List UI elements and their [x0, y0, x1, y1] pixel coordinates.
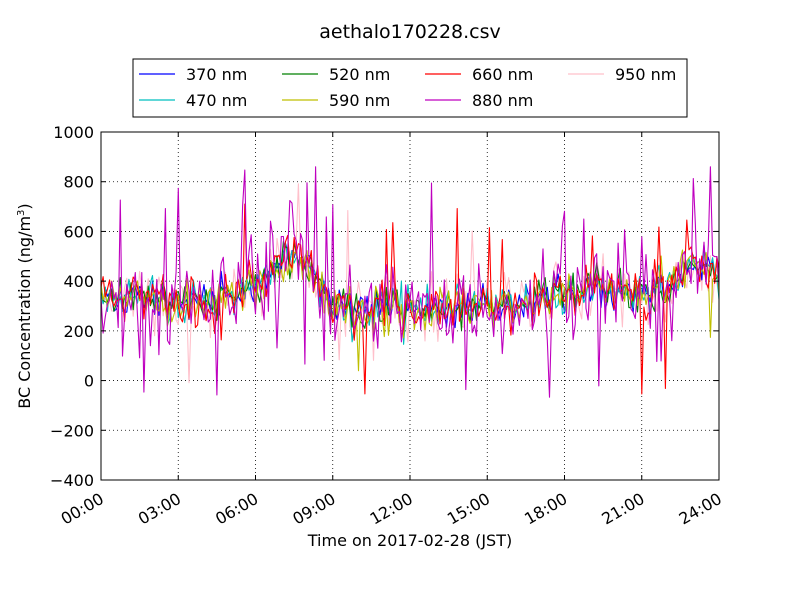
legend-label: 590 nm: [329, 91, 390, 110]
legend-label: 660 nm: [472, 65, 533, 84]
legend-label: 370 nm: [186, 65, 247, 84]
y-tick-label: 1000: [53, 123, 94, 142]
legend: 370 nm 470 nm 520 nm 590 nm 660 nm 880 nm 950 …: [132, 58, 688, 118]
y-tick-label: 800: [63, 173, 94, 192]
legend-label: 950 nm: [615, 65, 676, 84]
series-line-880-nm: [101, 166, 719, 398]
chart-title: aethalo170228.csv: [319, 21, 501, 43]
legend-label: 520 nm: [329, 65, 390, 84]
y-tick-label: −400: [50, 471, 94, 490]
y-tick-label: 0: [84, 372, 94, 391]
x-axis-label: Time on 2017-02-28 (JST): [307, 531, 512, 550]
y-tick-label: 400: [63, 272, 94, 291]
y-tick-labels: −400 −200 0 200 400 600 800 1000: [50, 123, 94, 490]
y-axis-label-end: ): [15, 203, 34, 209]
series-lines: [101, 166, 719, 398]
y-axis-label: BC Concentration (ng/m3): [15, 203, 34, 408]
grid: [101, 132, 719, 480]
axis-ticks: [100, 131, 720, 481]
legend-box: [132, 58, 688, 118]
y-axis-label-main: BC Concentration (ng/m: [15, 216, 34, 409]
series-line-660-nm: [101, 203, 719, 395]
y-tick-label: 600: [63, 222, 94, 241]
legend-label: 470 nm: [186, 91, 247, 110]
y-tick-label: 200: [63, 322, 94, 341]
y-axis-label-superscript: 3: [16, 210, 27, 216]
legend-label: 880 nm: [472, 91, 533, 110]
y-tick-label: −200: [50, 421, 94, 440]
